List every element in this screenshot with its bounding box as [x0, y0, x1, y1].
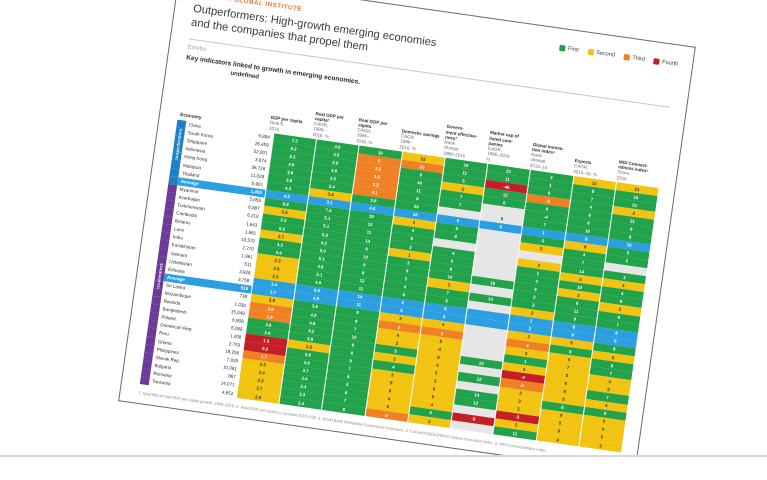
column-header-4: Govern-ment effective-ness³ Rank change, 19… — [442, 123, 478, 159]
legend-swatch-icon — [653, 58, 661, 65]
legend-swatch-icon — [587, 48, 595, 56]
column-header-6: Global innova-tion index⁴ Rank change, 2013… — [529, 141, 565, 170]
category-band — [139, 376, 150, 386]
legend-swatch-icon — [623, 53, 631, 61]
column-header-3: Domestic savings CAGR, 1996– 2016, % — [399, 128, 440, 152]
column-header-1: Real GDP per capita² CAGR, 1996– 2016, % — [312, 110, 345, 139]
exhibit-label: Exhibit — [187, 44, 207, 53]
column-header-5: Market cap of listed com-panies CAGR, 1996… — [486, 130, 520, 162]
desk-surface — [0, 457, 767, 480]
column-header-2: Real GDP per capita CAGR, 1996– 2016, % — [355, 116, 388, 145]
exhibit-sheet: McKinsey Global Institute Outperformers:… — [118, 0, 696, 475]
legend-swatch-icon — [559, 44, 566, 52]
column-header-8: MGI Connect-edness index⁵ Score, 2016 — [616, 159, 649, 182]
desk-edge-line — [0, 455, 767, 457]
